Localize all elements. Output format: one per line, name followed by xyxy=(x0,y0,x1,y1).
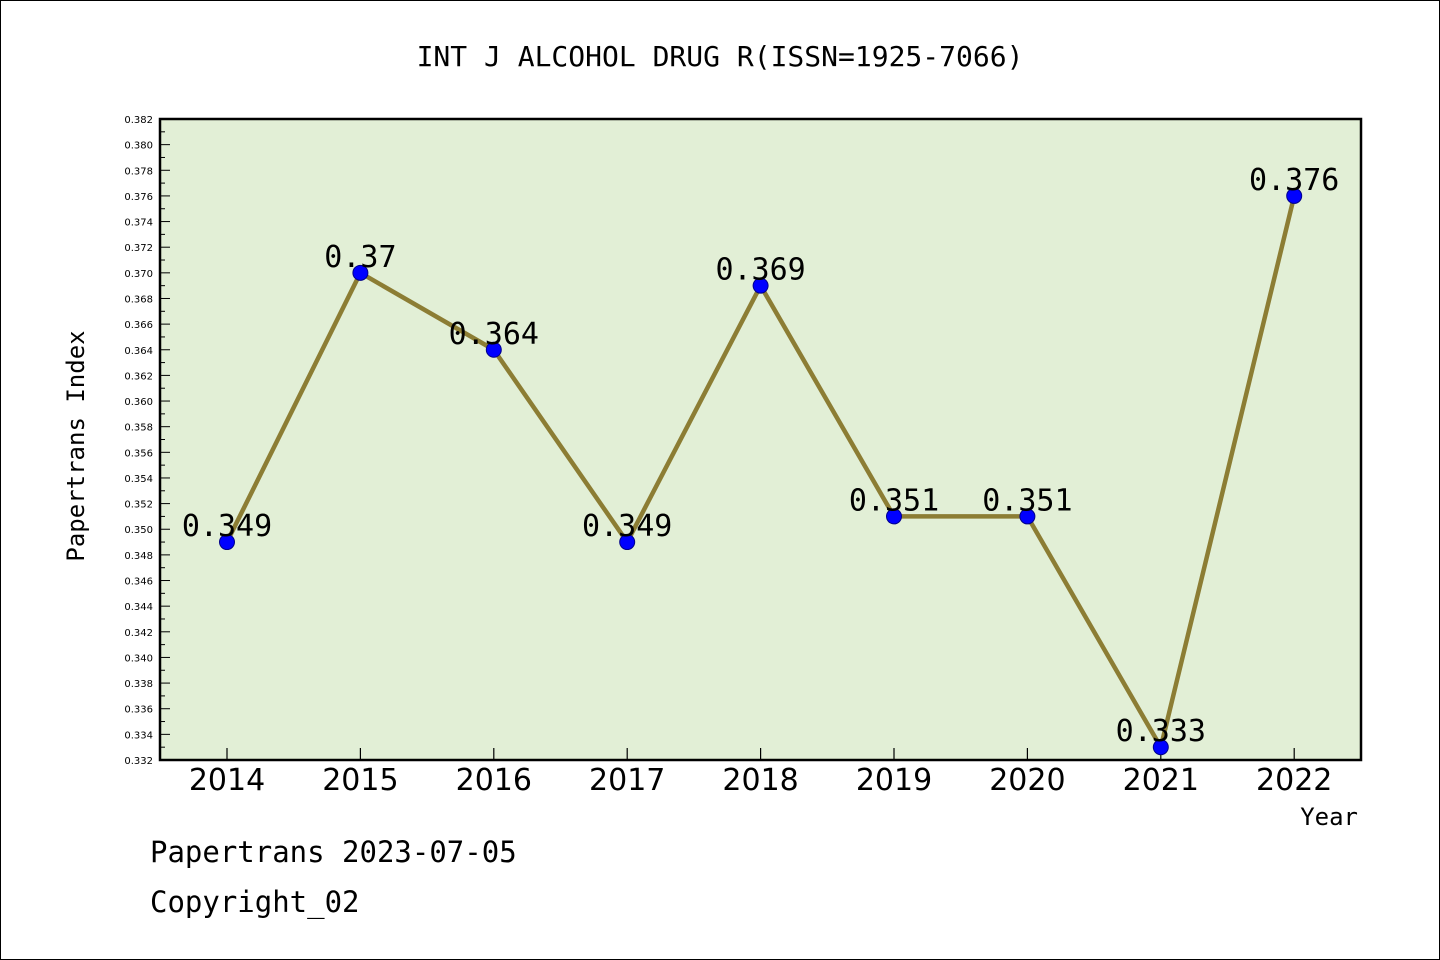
y-tick-label: 0.336 xyxy=(124,705,153,716)
x-tick-label: 2015 xyxy=(322,763,398,798)
series-points-group xyxy=(219,187,1303,756)
data-label: 0.369 xyxy=(715,253,805,288)
x-axis-label: Year xyxy=(1300,803,1358,831)
chart-title: INT J ALCOHOL DRUG R(ISSN=1925-7066) xyxy=(417,40,1024,73)
y-tick-label: 0.350 xyxy=(124,525,153,536)
data-point xyxy=(1019,508,1036,525)
y-tick-label: 0.360 xyxy=(124,397,153,408)
data-point xyxy=(752,277,769,294)
data-label: 0.349 xyxy=(182,509,272,544)
data-point xyxy=(352,264,369,281)
plot-area xyxy=(158,117,1363,762)
y-tick-label: 0.362 xyxy=(124,371,153,382)
y-tick-label: 0.376 xyxy=(124,192,153,203)
y-tick-label: 0.372 xyxy=(124,243,153,254)
y-tick-label: 0.352 xyxy=(124,500,153,511)
y-tick-label: 0.358 xyxy=(124,423,153,434)
x-tick-label: 2017 xyxy=(589,763,665,798)
data-point xyxy=(485,341,502,358)
x-tick-label: 2022 xyxy=(1256,763,1332,798)
data-label: 0.376 xyxy=(1249,163,1339,198)
y-tick-label: 0.382 xyxy=(124,115,153,126)
data-label: 0.351 xyxy=(849,483,939,518)
y-tick-label: 0.366 xyxy=(124,320,153,331)
x-tick-label: 2019 xyxy=(856,763,932,798)
data-label: 0.349 xyxy=(582,509,672,544)
data-label: 0.364 xyxy=(449,317,539,352)
x-tick-label: 2016 xyxy=(456,763,532,798)
data-point xyxy=(219,534,235,551)
x-tick-label: 2018 xyxy=(722,763,798,798)
y-axis: 0.332 0.334 0.336 0.338 0.340 0.342 0.344 0.346… xyxy=(124,115,170,767)
y-tick-label: 0.342 xyxy=(124,628,153,639)
data-point xyxy=(1286,187,1303,204)
y-tick-label: 0.354 xyxy=(124,474,153,485)
y-tick-label: 0.378 xyxy=(124,166,153,177)
data-point xyxy=(619,534,636,551)
data-point xyxy=(886,508,902,525)
y-tick-label: 0.380 xyxy=(124,141,153,152)
x-axis: 2014 2015 2016 2017 2018 2019 2020 2021 2022 xyxy=(189,748,1332,798)
data-label: 0.333 xyxy=(1116,714,1206,749)
y-tick-label: 0.368 xyxy=(124,294,153,305)
y-tick-label: 0.348 xyxy=(124,551,153,562)
footer-copyright: Copyright_02 xyxy=(150,885,360,919)
y-tick-label: 0.356 xyxy=(124,448,153,459)
y-tick-label: 0.346 xyxy=(124,577,153,588)
x-tick-label: 2014 xyxy=(189,763,265,798)
y-tick-label: 0.332 xyxy=(124,756,153,767)
y-tick-label: 0.340 xyxy=(124,653,153,664)
data-labels-group: 0.349 0.37 0.364 0.349 0.369 0.351 0.351 0.333 0… xyxy=(182,163,1340,749)
data-point xyxy=(1152,739,1169,756)
data-label: 0.351 xyxy=(982,483,1072,518)
x-tick-label: 2021 xyxy=(1123,763,1199,798)
y-tick-label: 0.338 xyxy=(124,679,153,690)
data-label: 0.37 xyxy=(324,240,396,275)
footer-date: Papertrans 2023-07-05 xyxy=(150,835,517,869)
x-tick-label: 2020 xyxy=(989,763,1065,798)
y-tick-label: 0.370 xyxy=(124,269,153,280)
y-tick-label: 0.364 xyxy=(124,346,153,357)
y-tick-label: 0.344 xyxy=(124,602,153,613)
y-tick-label: 0.374 xyxy=(124,218,153,229)
y-axis-label: Papertrans Index xyxy=(62,330,90,561)
y-tick-label: 0.334 xyxy=(124,730,153,741)
